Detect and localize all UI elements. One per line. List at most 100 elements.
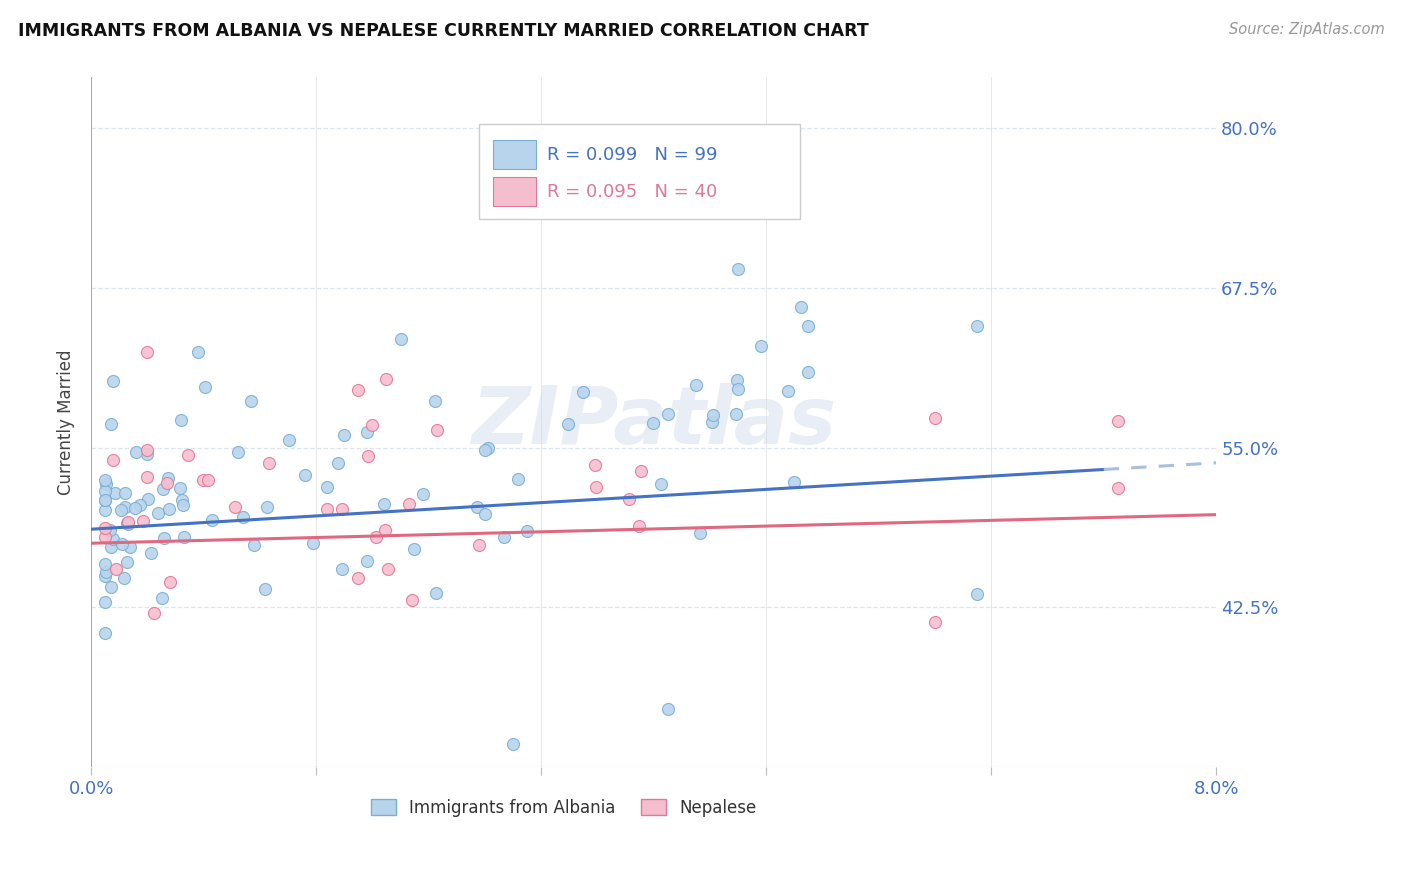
Point — [110, 503, 132, 517]
Point — [389, 332, 412, 346]
Point — [583, 458, 606, 473]
Point — [153, 532, 176, 546]
Point — [239, 394, 262, 409]
Point — [114, 500, 136, 515]
Point — [502, 737, 524, 751]
Point — [783, 475, 806, 489]
Point — [117, 517, 139, 532]
Point — [94, 626, 117, 640]
Point — [506, 472, 529, 486]
Point — [278, 434, 301, 448]
Point — [94, 492, 117, 507]
Text: R = 0.095   N = 40: R = 0.095 N = 40 — [547, 183, 717, 201]
Point — [402, 542, 425, 557]
Point — [159, 575, 181, 590]
Point — [333, 428, 356, 442]
Point — [94, 477, 117, 491]
Point — [100, 540, 122, 554]
Bar — [494, 178, 536, 206]
Point — [492, 530, 515, 544]
Point — [172, 498, 194, 512]
Point — [474, 508, 496, 522]
Point — [259, 456, 281, 470]
Point — [797, 319, 820, 334]
Point — [650, 477, 672, 491]
Point — [224, 500, 246, 515]
Point — [966, 587, 988, 601]
Point — [135, 447, 157, 461]
Point — [136, 442, 159, 457]
Point — [657, 702, 679, 716]
Point — [177, 448, 200, 462]
Point — [115, 555, 138, 569]
Point — [128, 498, 150, 512]
Point — [630, 464, 652, 478]
Point — [94, 493, 117, 508]
Point — [94, 503, 117, 517]
Point — [347, 383, 370, 397]
Point — [727, 261, 749, 276]
Point — [356, 554, 378, 568]
Point — [374, 523, 396, 537]
Point — [256, 500, 278, 515]
Point — [302, 536, 325, 550]
Point — [124, 500, 146, 515]
Text: IMMIGRANTS FROM ALBANIA VS NEPALESE CURRENTLY MARRIED CORRELATION CHART: IMMIGRANTS FROM ALBANIA VS NEPALESE CURR… — [18, 22, 869, 40]
Point — [356, 425, 378, 439]
Point — [150, 591, 173, 605]
Text: ZIPatlas: ZIPatlas — [471, 383, 837, 461]
Point — [98, 523, 121, 537]
Point — [516, 524, 538, 539]
Bar — [494, 140, 536, 169]
Point — [557, 417, 579, 431]
Point — [347, 571, 370, 585]
Point — [465, 500, 488, 514]
Point — [628, 518, 651, 533]
Point — [702, 415, 724, 429]
Point — [94, 521, 117, 535]
Point — [326, 456, 349, 470]
Point — [94, 557, 117, 571]
Point — [104, 485, 127, 500]
Point — [111, 537, 134, 551]
Legend: Immigrants from Albania, Nepalese: Immigrants from Albania, Nepalese — [364, 792, 763, 823]
Point — [1107, 481, 1129, 495]
Point — [330, 562, 353, 576]
Point — [1107, 414, 1129, 428]
Point — [148, 506, 170, 520]
Point — [139, 545, 162, 559]
Point — [377, 562, 399, 576]
Point — [100, 417, 122, 432]
Point — [152, 483, 174, 497]
Point — [169, 481, 191, 495]
Point — [197, 473, 219, 487]
Point — [112, 571, 135, 585]
Point — [101, 453, 124, 467]
Point — [115, 516, 138, 530]
Point — [685, 378, 707, 392]
Point — [94, 595, 117, 609]
Point — [315, 502, 337, 516]
Point — [357, 450, 380, 464]
Point — [125, 445, 148, 459]
Point — [94, 484, 117, 499]
Point — [412, 486, 434, 500]
Point — [157, 502, 180, 516]
Point — [94, 569, 117, 583]
Point — [617, 491, 640, 506]
Point — [294, 467, 316, 482]
Point — [173, 531, 195, 545]
Point — [641, 416, 664, 430]
Point — [725, 373, 748, 387]
Point — [585, 479, 607, 493]
Point — [724, 407, 747, 421]
Point — [118, 540, 141, 554]
Point — [94, 530, 117, 544]
Point — [398, 498, 420, 512]
Point — [194, 380, 217, 394]
Point — [361, 417, 384, 432]
Text: R = 0.099   N = 99: R = 0.099 N = 99 — [547, 145, 717, 163]
FancyBboxPatch shape — [479, 124, 800, 219]
Text: Source: ZipAtlas.com: Source: ZipAtlas.com — [1229, 22, 1385, 37]
Point — [702, 408, 724, 422]
